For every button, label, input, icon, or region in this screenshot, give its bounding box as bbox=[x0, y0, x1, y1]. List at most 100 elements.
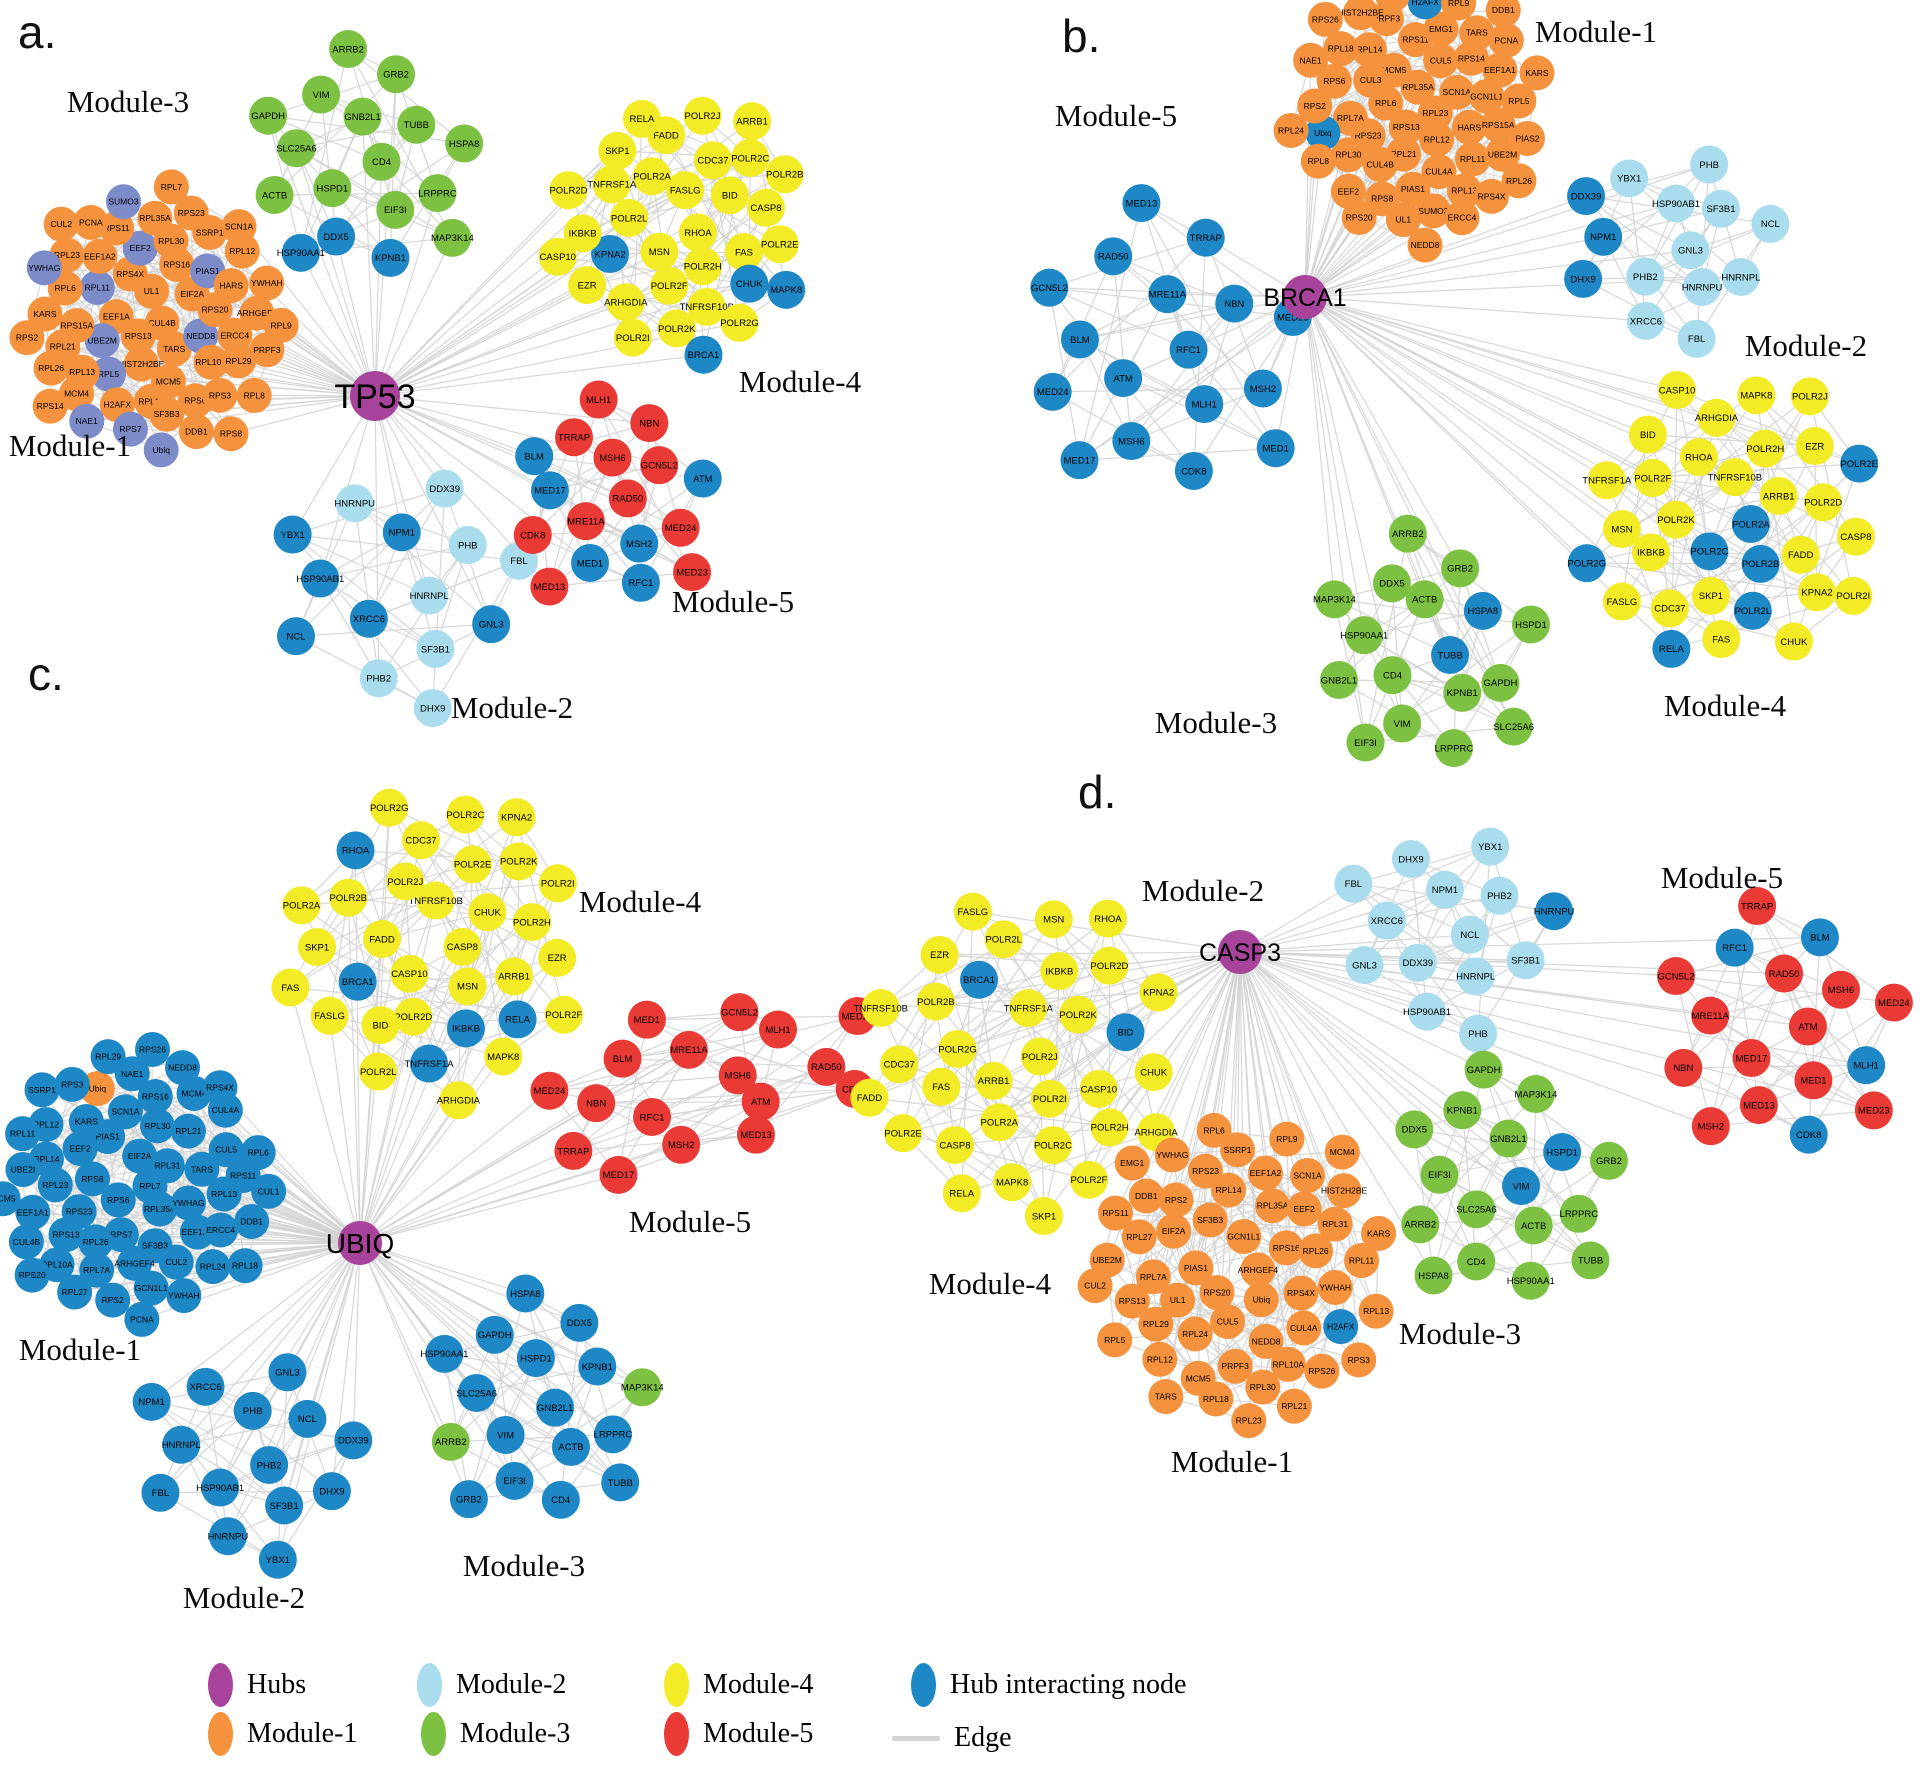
gene-node-vim bbox=[1383, 704, 1422, 743]
gene-node-hsp90ab1 bbox=[1657, 184, 1696, 223]
gene-node-rfc1 bbox=[1169, 330, 1208, 369]
gene-node-nbn bbox=[1215, 284, 1254, 323]
gene-node-ssrp1 bbox=[24, 1072, 60, 1108]
gene-node-eef1a2 bbox=[1247, 1155, 1283, 1191]
gene-node-mlh1 bbox=[1847, 1046, 1886, 1085]
module-label-module-4: Module-4 bbox=[579, 884, 702, 919]
gene-node-rps23 bbox=[1188, 1153, 1224, 1189]
gene-node-xrcc6 bbox=[1626, 301, 1665, 340]
gene-node-cdc37 bbox=[401, 821, 440, 860]
gene-node-gcn1l1 bbox=[1226, 1218, 1262, 1254]
legend-label: Module-4 bbox=[703, 1669, 814, 1700]
gene-node-npm1 bbox=[1584, 217, 1623, 256]
gene-node-kars bbox=[27, 296, 63, 332]
gene-node-hnrnpl bbox=[1721, 257, 1760, 296]
gene-node-nae1 bbox=[69, 403, 105, 439]
gene-node-kpnb1 bbox=[1443, 673, 1482, 712]
gene-node-med24 bbox=[661, 508, 700, 547]
hub-label-brca1: BRCA1 bbox=[1263, 284, 1346, 312]
gene-node-map3k14 bbox=[623, 1368, 662, 1407]
hub-swatch bbox=[208, 1663, 233, 1707]
gene-node-blm bbox=[515, 437, 554, 476]
gene-node-cul1 bbox=[251, 1173, 287, 1209]
module2-swatch bbox=[417, 1663, 442, 1707]
gene-node-kars bbox=[68, 1104, 104, 1140]
gene-node-vim bbox=[1502, 1167, 1541, 1206]
gene-node-ywhag bbox=[26, 250, 62, 286]
hub-label-casp3: CASP3 bbox=[1199, 939, 1281, 967]
gene-node-msh6 bbox=[1112, 422, 1151, 461]
gene-node-msh2 bbox=[620, 524, 659, 563]
gene-node-tnfrsf10b bbox=[1715, 458, 1754, 497]
module-module-4-nodes: CASP8CASP10TNFRSF10BMSNFADDCHUKPOLR2DPOL… bbox=[271, 788, 583, 1120]
gene-node-rps23 bbox=[173, 195, 209, 231]
gene-node-ybx1 bbox=[1471, 827, 1510, 866]
gene-node-rps4x bbox=[1474, 178, 1510, 214]
gene-node-ubiq bbox=[1243, 1282, 1279, 1318]
gene-node-tars bbox=[156, 331, 192, 367]
gene-node-slc25a6 bbox=[1494, 707, 1533, 746]
module-label-module-1: Module-1 bbox=[19, 1332, 141, 1367]
gene-node-msh2 bbox=[1691, 1107, 1730, 1146]
gene-node-ddx39 bbox=[425, 469, 464, 508]
gene-node-eef1a1 bbox=[15, 1194, 51, 1230]
gene-node-hars bbox=[1451, 109, 1487, 145]
gene-node-kars bbox=[1519, 55, 1555, 91]
gene-node-rpl7 bbox=[153, 169, 189, 205]
panel-letter-a: a. bbox=[18, 6, 56, 58]
gene-node-eef1a2 bbox=[82, 238, 118, 274]
gene-node-lrpprc bbox=[593, 1415, 632, 1454]
gene-node-bid bbox=[1628, 415, 1667, 454]
gene-node-faslg bbox=[953, 892, 992, 931]
gene-node-blm bbox=[1060, 320, 1099, 359]
gene-node-kpna2 bbox=[591, 235, 630, 274]
gene-node-chuk bbox=[468, 893, 507, 932]
gene-node-rpl9 bbox=[1441, 0, 1477, 21]
gene-node-ikbkb bbox=[563, 214, 602, 253]
gene-node-polr2f bbox=[1070, 1160, 1109, 1199]
gene-node-gcn5l2 bbox=[1657, 957, 1696, 996]
gene-node-ybx1 bbox=[273, 515, 312, 554]
gene-node-rpl26 bbox=[1298, 1233, 1334, 1269]
gene-node-xrcc6 bbox=[349, 599, 388, 638]
gene-node-polr2h bbox=[1090, 1108, 1129, 1147]
gene-node-rpl26 bbox=[33, 350, 69, 386]
gene-node-rad50 bbox=[807, 1047, 846, 1086]
gene-node-rps13 bbox=[1388, 109, 1424, 145]
gene-node-skp1 bbox=[1691, 576, 1730, 615]
gene-node-ywhah bbox=[1317, 1269, 1353, 1305]
gene-node-casp10 bbox=[1079, 1069, 1118, 1108]
module-label-module-3: Module-3 bbox=[1155, 705, 1277, 740]
gene-node-msh6 bbox=[593, 438, 632, 477]
gene-node-hspd1 bbox=[1511, 605, 1550, 644]
gene-node-ercc4 bbox=[217, 317, 253, 353]
gene-node-blm bbox=[603, 1039, 642, 1078]
gene-node-rfc1 bbox=[1715, 928, 1754, 967]
gene-node-rpl11 bbox=[1454, 141, 1490, 177]
gene-node-msh6 bbox=[718, 1056, 757, 1095]
gene-node-polr2d bbox=[1804, 483, 1843, 522]
gene-node-cul4b bbox=[1362, 146, 1398, 182]
gene-node-eif2a bbox=[1156, 1213, 1192, 1249]
gene-node-scn1a bbox=[107, 1094, 143, 1130]
gene-node-ywhag bbox=[170, 1185, 206, 1221]
module3-swatch bbox=[421, 1712, 446, 1756]
gene-node-rps13 bbox=[48, 1217, 84, 1253]
gene-node-mcm4 bbox=[1324, 1134, 1360, 1170]
gene-node-polr2j bbox=[1790, 377, 1829, 416]
gene-node-ybx1 bbox=[1610, 159, 1649, 198]
gene-node-ikbkb bbox=[1632, 533, 1671, 572]
gene-node-nedd8 bbox=[183, 318, 219, 354]
gene-node-rps6 bbox=[100, 1182, 136, 1218]
gene-node-hspd1 bbox=[516, 1339, 555, 1378]
gene-node-med13 bbox=[1122, 184, 1161, 223]
panel-a: CD4HSPD1GNB2L1EIF3ISLC25A6TUBBDDX5VIMLRP… bbox=[9, 6, 862, 728]
legend-label: Module-5 bbox=[703, 1718, 814, 1749]
gene-node-tnfrsf1a bbox=[1009, 989, 1048, 1028]
hub-node-ubiq bbox=[338, 1221, 382, 1265]
gene-node-actb bbox=[1514, 1206, 1553, 1245]
gene-node-bid bbox=[710, 176, 749, 215]
gene-node-fadd bbox=[363, 919, 402, 958]
gene-node-polr2e bbox=[453, 845, 492, 884]
gene-node-rpl11 bbox=[5, 1116, 41, 1152]
